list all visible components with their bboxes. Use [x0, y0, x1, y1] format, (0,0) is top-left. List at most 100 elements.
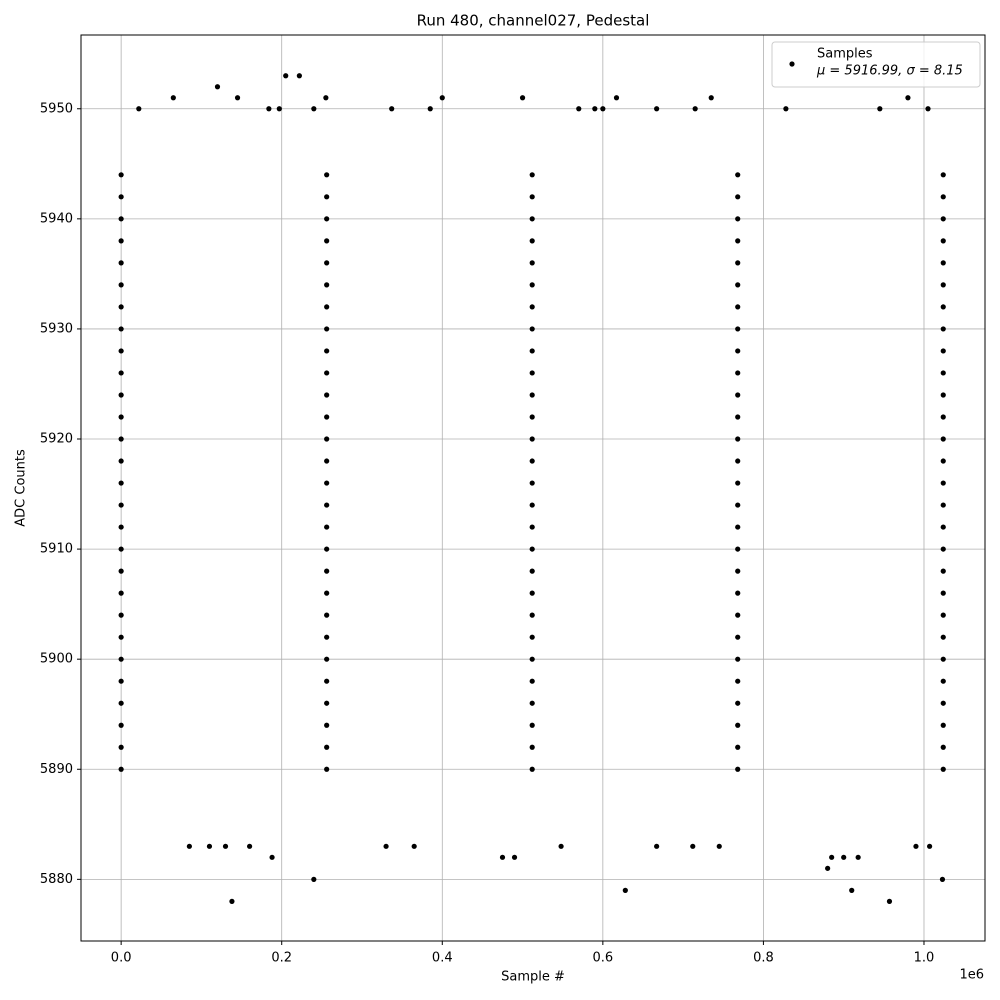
data-point [324, 480, 330, 486]
data-point [654, 843, 660, 849]
x-tick-label: 0.0 [111, 951, 132, 966]
data-point [118, 590, 124, 596]
x-tick-label: 0.8 [753, 951, 774, 966]
data-point [940, 744, 946, 750]
data-point [529, 722, 535, 728]
data-point [529, 370, 535, 376]
chart-title: Run 480, channel027, Pedestal [417, 12, 650, 30]
data-point [735, 414, 741, 420]
data-point [735, 282, 741, 288]
data-point [529, 700, 535, 706]
data-point [296, 73, 302, 79]
data-point [427, 106, 433, 112]
data-point [529, 656, 535, 662]
data-point [940, 282, 946, 288]
data-point [529, 260, 535, 266]
data-point [940, 766, 946, 772]
data-point [940, 414, 946, 420]
data-point [940, 656, 946, 662]
data-point [324, 194, 330, 200]
x-offset-label: 1e6 [959, 968, 984, 983]
data-point [118, 458, 124, 464]
data-point [324, 238, 330, 244]
data-point [940, 678, 946, 684]
data-point [600, 106, 606, 112]
data-point [118, 744, 124, 750]
y-tick-label: 5910 [40, 542, 73, 557]
data-point [324, 700, 330, 706]
data-point [735, 568, 741, 574]
data-point [576, 106, 582, 112]
data-point [940, 458, 946, 464]
data-point [735, 348, 741, 354]
data-point [735, 524, 741, 530]
data-point [118, 678, 124, 684]
data-point [735, 722, 741, 728]
data-point [940, 238, 946, 244]
data-point [324, 502, 330, 508]
data-point [324, 634, 330, 640]
data-point [735, 700, 741, 706]
data-point [940, 436, 946, 442]
data-point [940, 524, 946, 530]
data-point [529, 238, 535, 244]
data-point [266, 106, 272, 112]
data-point [927, 843, 933, 849]
data-point [324, 370, 330, 376]
data-point [311, 876, 317, 882]
data-point [940, 370, 946, 376]
data-point [735, 634, 741, 640]
data-point [246, 843, 253, 849]
data-point [735, 612, 741, 618]
data-point [735, 260, 741, 266]
data-point [324, 722, 330, 728]
data-point [118, 480, 124, 486]
y-tick-label: 5930 [40, 321, 73, 336]
data-point [118, 656, 124, 662]
data-point [940, 326, 946, 332]
data-point [529, 568, 535, 574]
data-point [118, 722, 124, 728]
data-point [118, 436, 124, 442]
data-point [276, 106, 282, 112]
data-point [529, 612, 535, 618]
data-point [324, 568, 330, 574]
data-point [511, 854, 518, 860]
data-point [735, 216, 741, 222]
data-point [324, 348, 330, 354]
data-point [234, 95, 241, 101]
data-point [118, 304, 124, 310]
data-point [324, 304, 330, 310]
data-point [654, 106, 660, 112]
y-tick-label: 5880 [40, 872, 73, 887]
data-point [118, 172, 124, 178]
data-point [735, 502, 741, 508]
y-tick-label: 5940 [40, 211, 73, 226]
legend-note: μ = 5916.99, σ = 8.15 [816, 64, 963, 79]
y-tick-label: 5890 [40, 762, 73, 777]
data-point [940, 304, 946, 310]
data-point [529, 480, 535, 486]
data-point [735, 546, 741, 552]
data-point [735, 304, 741, 310]
y-axis-label: ADC Counts [14, 449, 29, 527]
y-tick-label: 5950 [40, 101, 73, 116]
data-point [324, 744, 330, 750]
data-point [186, 843, 192, 849]
data-point [735, 392, 741, 398]
data-point [613, 95, 620, 101]
data-point [118, 194, 124, 200]
data-point [118, 326, 124, 332]
data-point [783, 106, 789, 112]
data-point [283, 73, 289, 79]
data-point [940, 480, 946, 486]
data-point [118, 568, 124, 574]
data-point [622, 887, 628, 893]
data-point [383, 843, 389, 849]
data-point [324, 392, 330, 398]
data-point [324, 524, 330, 530]
data-point [324, 546, 330, 552]
data-point [905, 95, 911, 101]
